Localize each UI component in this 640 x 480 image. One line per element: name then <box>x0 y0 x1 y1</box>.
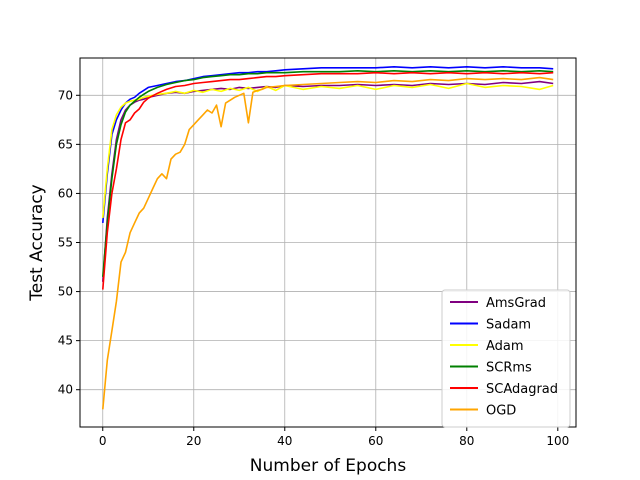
y-tick-label: 50 <box>58 285 73 299</box>
y-axis-label: Test Accuracy <box>27 184 47 302</box>
legend-label-adam: Adam <box>486 339 524 354</box>
y-tick-label: 65 <box>58 137 73 151</box>
legend: AmsGrad Sadam Adam SCRms SCAdagrad OGD <box>441 289 571 428</box>
series-line-ogd <box>102 76 554 410</box>
series-line-scadagrad <box>102 71 554 290</box>
x-tick-label: 40 <box>277 434 292 448</box>
legend-label-ogd: OGD <box>486 404 516 419</box>
x-tick-label: 0 <box>99 434 107 448</box>
legend-label-scrms: SCRms <box>486 361 532 376</box>
legend-label-amsgrad: AmsGrad <box>486 296 546 311</box>
y-tick-label: 70 <box>58 88 73 102</box>
y-tick-label: 40 <box>58 383 73 397</box>
x-axis-label: Number of Epochs <box>250 456 407 476</box>
y-tick-label: 45 <box>58 334 73 348</box>
y-tick-label: 55 <box>58 236 73 250</box>
grid <box>80 58 576 427</box>
x-tick-label: 60 <box>368 434 383 448</box>
series-line-adam <box>102 82 554 219</box>
y-tick-label: 60 <box>58 186 73 200</box>
series-line-scrms <box>102 70 554 277</box>
x-tick-label: 20 <box>186 434 201 448</box>
axis-ticks: 0 20 40 60 80 100 40 45 50 55 60 65 70 <box>58 88 570 448</box>
legend-label-sadam: Sadam <box>486 318 531 333</box>
x-tick-label: 80 <box>459 434 474 448</box>
series-layer <box>102 66 554 410</box>
series-line-sadam <box>102 66 554 223</box>
legend-label-scadagrad: SCAdagrad <box>486 382 558 397</box>
x-tick-label: 100 <box>546 434 569 448</box>
